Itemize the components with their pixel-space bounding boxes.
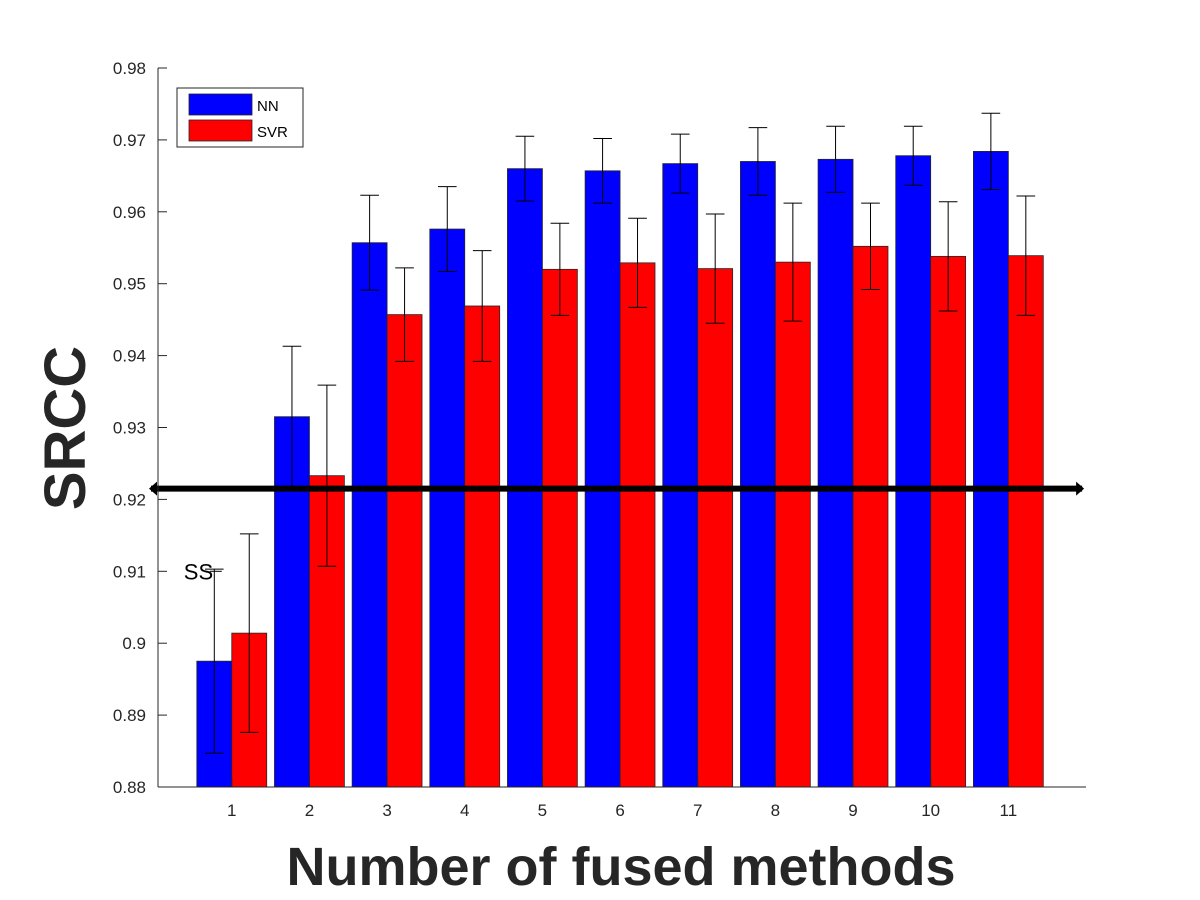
errorbar-nn-4 xyxy=(437,186,457,272)
errorbar-nn-9 xyxy=(826,125,845,193)
errorbar-nn-11 xyxy=(981,112,1001,191)
errorbar-nn-7 xyxy=(670,133,690,194)
bar-svr-9 xyxy=(852,245,889,788)
x-axis-title: Number of fused methods xyxy=(286,837,955,897)
x-tick-label: 3 xyxy=(382,801,391,820)
ticks-layer: 0.88 0.89 0.9 0.91 0.92 0.93 0.94 0.95 0.96 0.97 0… xyxy=(113,59,1017,820)
bar-svr-4 xyxy=(464,305,501,788)
errorbar-nn-10 xyxy=(903,125,923,186)
y-tick-label: 0.88 xyxy=(113,778,146,797)
y-tick-label: 0.98 xyxy=(113,59,146,78)
x-tick-label: 6 xyxy=(615,801,624,820)
errorbar-nn-1 xyxy=(204,568,224,754)
x-tick-label: 1 xyxy=(227,801,236,820)
errorbar-svr-4 xyxy=(472,250,492,362)
errorbar-svr-1 xyxy=(239,533,259,733)
legend-swatch-svr xyxy=(188,119,253,142)
errorbar-svr-9 xyxy=(861,202,880,290)
reference-line-left-marker xyxy=(149,481,157,496)
bar-nn-3 xyxy=(351,242,388,788)
errorbar-nn-8 xyxy=(748,127,768,196)
bars-layer xyxy=(196,151,1044,788)
x-tick-label: 5 xyxy=(538,801,547,820)
y-tick-label: 0.91 xyxy=(113,562,146,581)
y-tick-label: 0.9 xyxy=(122,634,146,653)
y-tick-label: 0.96 xyxy=(113,203,146,222)
errorbar-svr-11 xyxy=(1016,195,1036,316)
errorbar-nn-3 xyxy=(360,194,379,291)
bar-nn-11 xyxy=(972,151,1009,788)
x-tick-label: 10 xyxy=(921,801,940,820)
x-tick-label: 7 xyxy=(693,801,702,820)
bar-svr-7 xyxy=(697,268,734,788)
errorbar-svr-8 xyxy=(783,202,803,322)
y-tick-label: 0.89 xyxy=(113,706,146,725)
x-tick-label: 9 xyxy=(848,801,857,820)
x-tick-label: 2 xyxy=(305,801,314,820)
bar-svr-10 xyxy=(930,255,967,788)
y-tick-label: 0.92 xyxy=(113,490,146,509)
bar-svr-5 xyxy=(542,268,578,788)
errorbar-svr-2 xyxy=(317,384,337,567)
bar-svr-11 xyxy=(1007,255,1044,788)
y-tick-label: 0.94 xyxy=(113,347,146,366)
y-axis-title: SRCC xyxy=(33,346,98,510)
legend-swatch-nn xyxy=(188,93,253,116)
bar-svr-3 xyxy=(386,314,423,788)
x-tick-label: 4 xyxy=(460,801,469,820)
bar-nn-7 xyxy=(662,163,699,788)
y-tick-label: 0.97 xyxy=(113,131,146,150)
errorbar-svr-3 xyxy=(395,267,414,362)
legend: NN SVR xyxy=(176,87,304,148)
errorbar-svr-6 xyxy=(628,217,647,308)
y-tick-label: 0.95 xyxy=(113,275,146,294)
bar-svr-6 xyxy=(619,262,656,788)
legend-label-nn: NN xyxy=(257,98,279,115)
bar-nn-9 xyxy=(817,158,854,788)
errorbar-nn-6 xyxy=(593,137,612,204)
errorbar-svr-10 xyxy=(938,201,958,312)
bar-nn-6 xyxy=(584,170,621,788)
legend-label-svr: SVR xyxy=(257,124,288,141)
reference-line-layer xyxy=(149,481,1085,572)
bar-svr-8 xyxy=(774,261,811,788)
errorbar-nn-5 xyxy=(515,135,535,202)
bar-nn-4 xyxy=(429,228,466,788)
bar-nn-5 xyxy=(507,168,543,788)
x-tick-label: 11 xyxy=(1000,801,1018,820)
bar-nn-10 xyxy=(895,155,932,788)
bar-nn-8 xyxy=(740,161,776,788)
errorbar-svr-7 xyxy=(705,213,725,324)
errorbar-svr-5 xyxy=(550,222,570,316)
annotation-ss: SS xyxy=(184,559,213,584)
x-tick-label: 8 xyxy=(771,801,780,820)
y-tick-label: 0.93 xyxy=(113,419,146,438)
reference-line-right-marker xyxy=(1076,481,1085,496)
